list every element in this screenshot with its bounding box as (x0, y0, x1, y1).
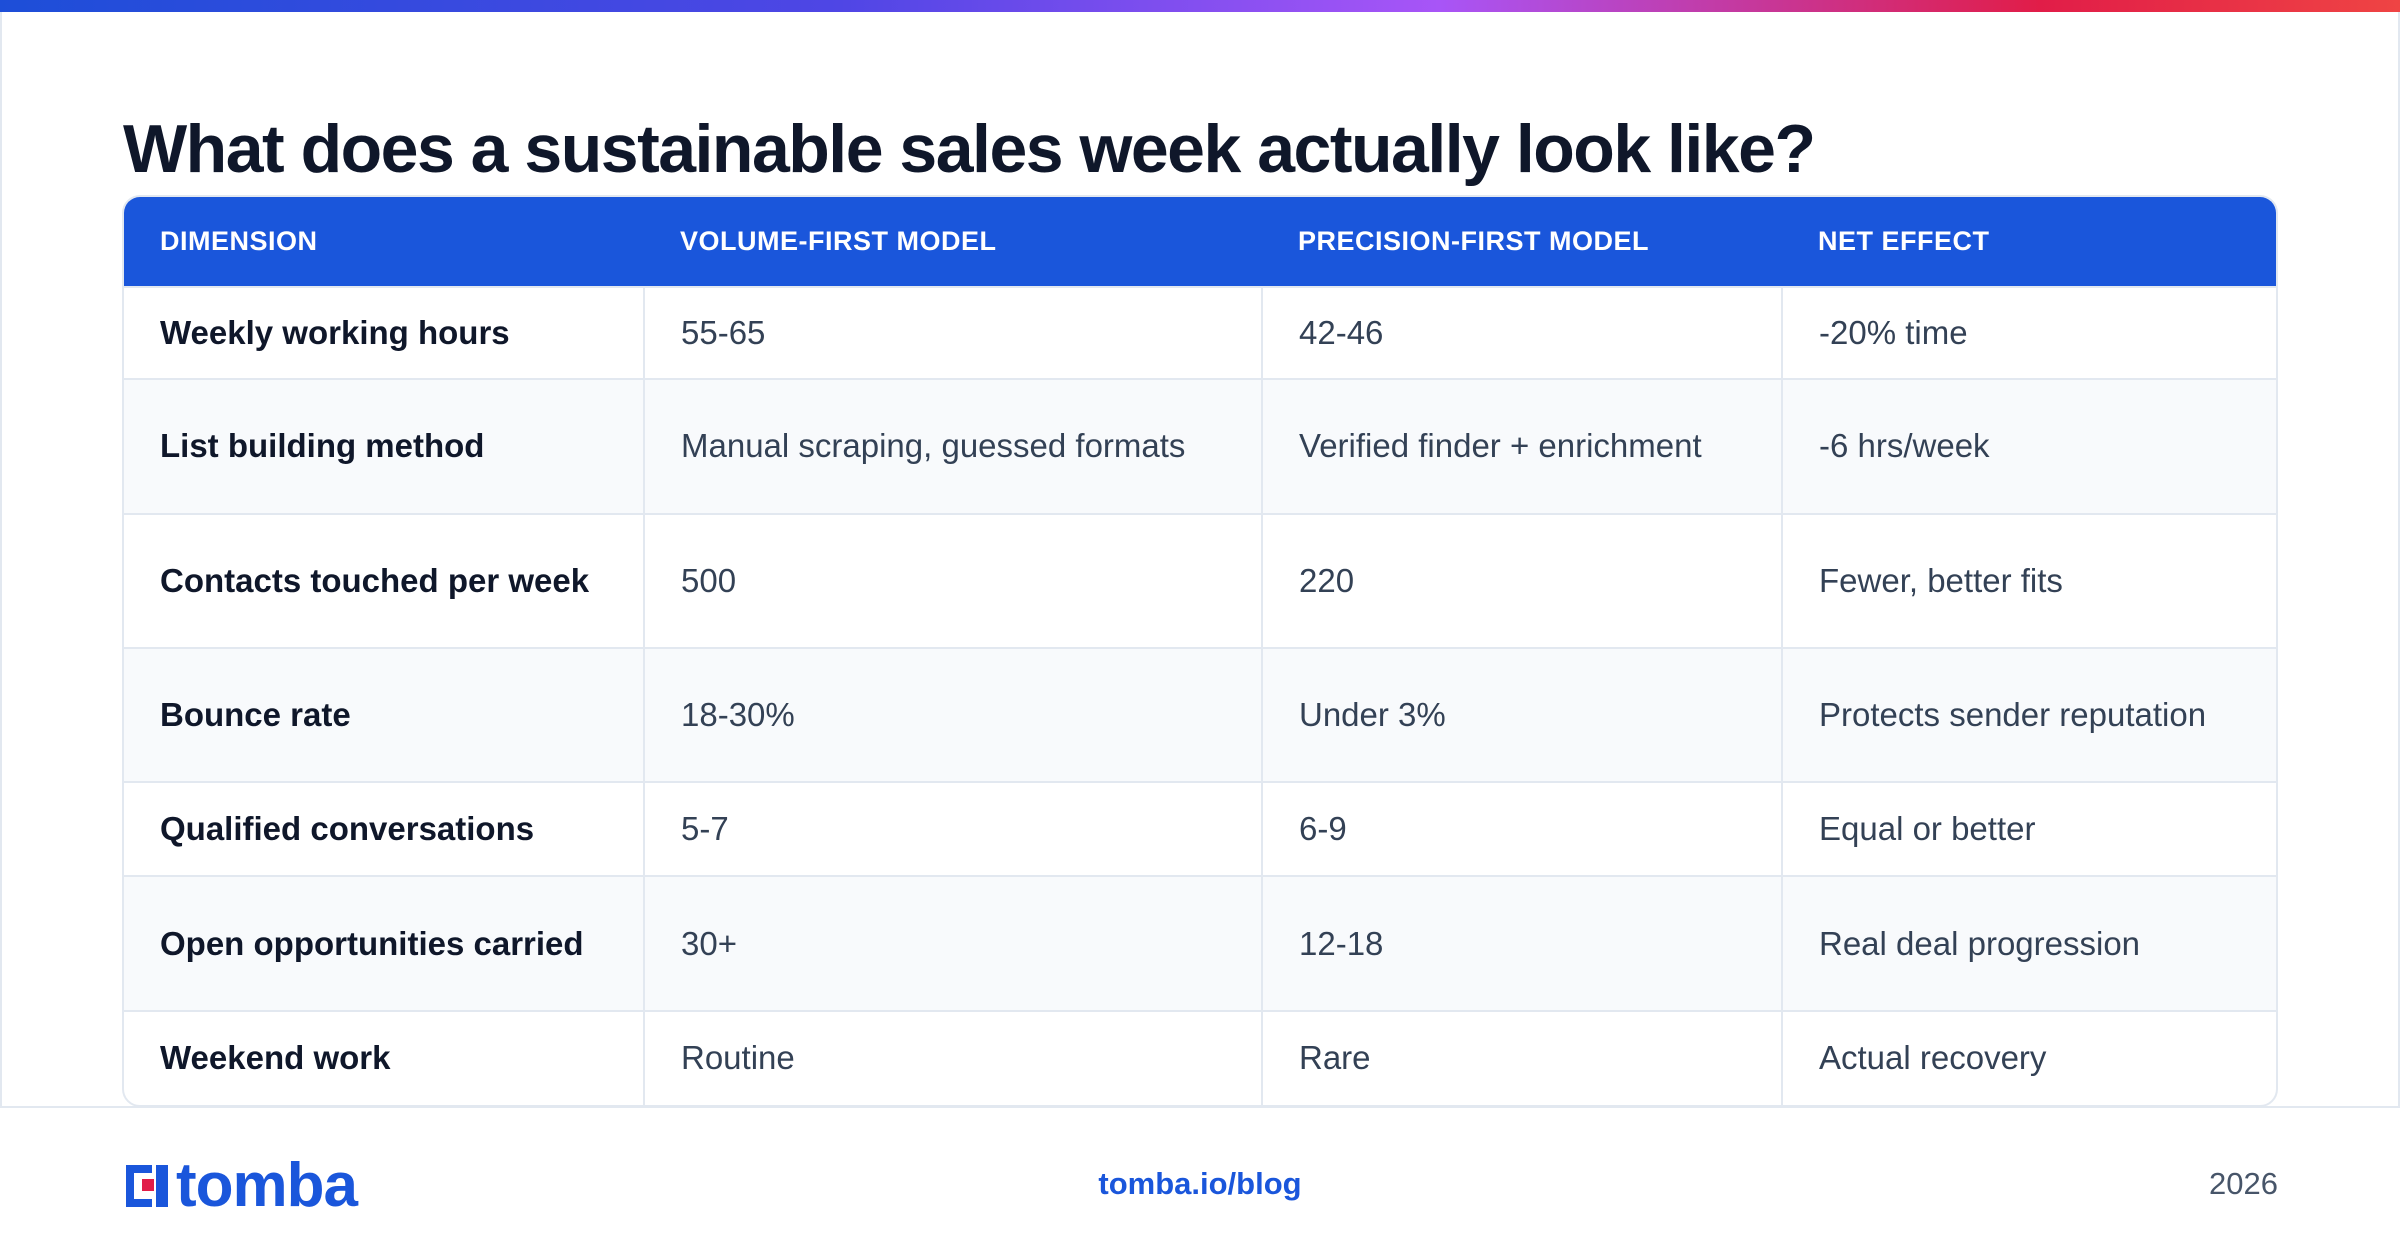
header-net-effect: NET EFFECT (1818, 226, 1990, 256)
cell-volume: 30+ (643, 876, 1262, 1011)
cell-volume: Routine (643, 1010, 1262, 1105)
table-row: Qualified conversations 5-7 6-9 Equal or… (124, 782, 2276, 877)
cell-volume: 5-7 (643, 782, 1262, 877)
cell-dimension: Weekend work (160, 1039, 391, 1077)
table-row: List building method Manual scraping, gu… (124, 379, 2276, 514)
cell-net-effect: Fewer, better fits (1781, 513, 2276, 648)
tomba-logo[interactable]: tomba (122, 1151, 358, 1220)
table-row: Open opportunities carried 30+ 12-18 Rea… (124, 876, 2276, 1011)
table-header-row: DIMENSION VOLUME-FIRST MODEL PRECISION-F… (124, 197, 2276, 287)
cell-volume: Manual scraping, guessed formats (643, 379, 1262, 514)
cell-precision: 6-9 (1261, 782, 1782, 877)
cell-net-effect: Protects sender reputation (1781, 647, 2276, 783)
tomba-logo-icon (126, 1165, 168, 1207)
header-precision-first: PRECISION-FIRST MODEL (1298, 226, 1650, 256)
cell-dimension: Open opportunities carried (160, 924, 584, 962)
cell-dimension: Qualified conversations (160, 810, 535, 848)
cell-dimension: Bounce rate (160, 696, 351, 734)
cell-volume: 55-65 (643, 287, 1262, 380)
table-row: Weekly working hours 55-65 42-46 -20% ti… (124, 287, 2276, 380)
cell-dimension: List building method (160, 427, 485, 465)
header-volume-first: VOLUME-FIRST MODEL (680, 226, 997, 256)
cell-dimension: Contacts touched per week (160, 561, 590, 599)
cell-precision: 12-18 (1261, 876, 1782, 1011)
cell-dimension: Weekly working hours (160, 314, 510, 352)
site-link[interactable]: tomba.io/blog (1098, 1166, 1302, 1201)
footer: tomba tomba.io/blog 2026 (0, 1106, 2400, 1260)
page-title: What does a sustainable sales week actua… (123, 111, 1816, 187)
cell-precision: 42-46 (1261, 287, 1782, 380)
table-row: Contacts touched per week 500 220 Fewer,… (124, 513, 2276, 648)
cell-net-effect: -20% time (1781, 287, 2276, 380)
cell-precision: 220 (1261, 513, 1782, 648)
comparison-table: DIMENSION VOLUME-FIRST MODEL PRECISION-F… (122, 195, 2278, 1107)
gradient-top-bar (0, 0, 2400, 12)
footer-year: 2026 (2209, 1166, 2278, 1201)
cell-precision: Under 3% (1261, 647, 1782, 783)
cell-net-effect: -6 hrs/week (1781, 379, 2276, 514)
cell-net-effect: Equal or better (1781, 782, 2276, 877)
table-row: Bounce rate 18-30% Under 3% Protects sen… (124, 647, 2276, 783)
table-row: Weekend work Routine Rare Actual recover… (124, 1010, 2276, 1105)
cell-volume: 18-30% (643, 647, 1262, 783)
cell-net-effect: Real deal progression (1781, 876, 2276, 1011)
header-dimension: DIMENSION (160, 226, 318, 256)
cell-precision: Rare (1261, 1010, 1782, 1105)
cell-volume: 500 (643, 513, 1262, 648)
cell-net-effect: Actual recovery (1781, 1010, 2276, 1105)
logo-wordmark: tomba (176, 1151, 358, 1220)
cell-precision: Verified finder + enrichment (1261, 379, 1782, 514)
